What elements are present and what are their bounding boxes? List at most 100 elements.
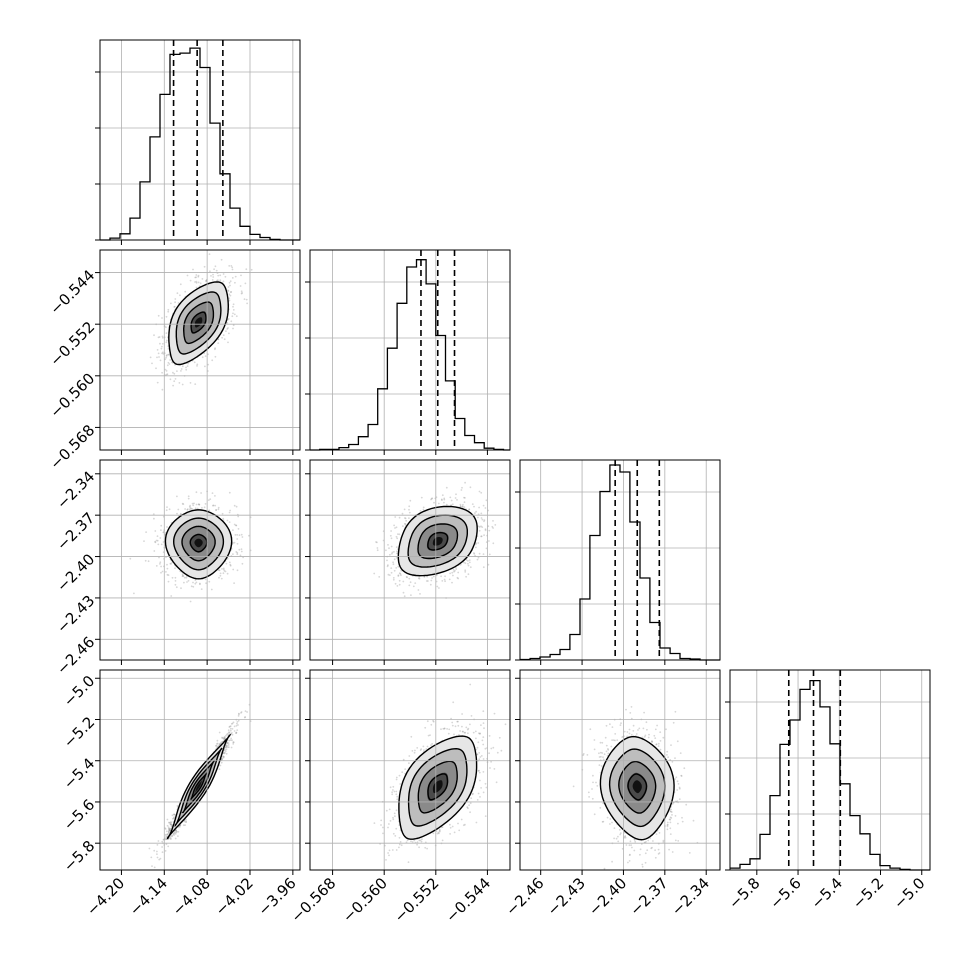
scatter-point <box>397 575 400 577</box>
scatter-point <box>155 539 158 542</box>
scatter-point <box>189 382 192 384</box>
scatter-point <box>406 839 409 842</box>
scatter-point <box>454 569 456 572</box>
scatter-point <box>454 497 457 499</box>
scatter-point <box>669 833 672 835</box>
scatter-point <box>482 553 485 555</box>
scatter-point <box>631 846 633 849</box>
scatter-point <box>170 823 173 826</box>
scatter-point <box>489 767 491 769</box>
scatter-point <box>388 823 390 825</box>
scatter-point <box>459 563 462 566</box>
scatter-point <box>435 574 438 577</box>
scatter-point <box>465 726 468 729</box>
histogram-step-line <box>310 259 510 451</box>
scatter-point <box>225 330 227 332</box>
scatter-point <box>165 509 168 512</box>
scatter-point <box>460 818 463 821</box>
density-panel <box>373 481 497 599</box>
scatter-point <box>591 788 593 790</box>
scatter-point <box>223 738 226 740</box>
scatter-point <box>422 506 425 509</box>
scatter-point <box>246 302 249 305</box>
scatter-point <box>228 281 231 284</box>
panel-frame <box>99 669 301 871</box>
scatter-point <box>164 833 167 836</box>
scatter-point <box>395 849 398 851</box>
scatter-point <box>191 508 194 510</box>
scatter-point <box>469 723 471 726</box>
scatter-point <box>393 524 395 527</box>
scatter-point <box>480 755 483 757</box>
contour-line <box>627 773 648 801</box>
scatter-point <box>217 274 220 277</box>
scatter-point <box>133 592 135 595</box>
scatter-point <box>676 740 679 743</box>
scatter-point <box>387 573 390 576</box>
density-fill <box>194 780 203 793</box>
scatter-point <box>396 798 399 801</box>
scatter-point <box>232 721 235 724</box>
scatter-point <box>158 858 161 861</box>
scatter-point <box>655 743 658 746</box>
scatter-point <box>481 526 484 528</box>
scatter-point <box>178 826 181 828</box>
scatter-point <box>431 742 434 745</box>
scatter-point <box>190 507 193 510</box>
scatter-point <box>382 832 384 835</box>
scatter-point <box>212 504 215 507</box>
scatter-point <box>468 508 471 511</box>
scatter-point <box>463 561 465 564</box>
scatter-point <box>671 803 674 805</box>
scatter-point <box>184 824 187 826</box>
scatter-point <box>400 569 403 572</box>
scatter-point <box>477 769 480 772</box>
scatter-point <box>465 575 467 578</box>
y-tick-label: −0.552 <box>46 318 98 370</box>
scatter-point <box>224 749 226 751</box>
scatter-point <box>666 823 669 826</box>
scatter-point <box>217 279 219 282</box>
scatter-point <box>641 736 644 739</box>
scatter-point <box>677 822 679 825</box>
scatter-point <box>204 503 207 505</box>
scatter-point <box>468 561 471 564</box>
scatter-point <box>469 566 472 569</box>
scatter-point <box>392 577 395 579</box>
scatter-point <box>189 279 192 282</box>
scatter-point <box>488 540 490 542</box>
scatter-point <box>440 498 443 501</box>
scatter-point <box>438 830 441 833</box>
scatter-point <box>612 739 615 741</box>
scatter-point <box>214 355 217 358</box>
panel-grid <box>310 460 510 660</box>
scatter-point <box>475 546 477 549</box>
scatter-point <box>644 852 647 855</box>
scatter-point <box>607 752 610 755</box>
scatter-point <box>638 727 641 730</box>
scatter-point <box>418 839 421 842</box>
scatter-point <box>376 541 378 544</box>
scatter-point <box>226 742 229 744</box>
scatter-point <box>167 827 170 830</box>
scatter-point <box>685 803 688 806</box>
panel-grid <box>520 670 720 870</box>
scatter-point <box>160 543 163 546</box>
scatter-point <box>187 579 190 582</box>
scatter-point <box>487 563 490 566</box>
scatter-point <box>165 354 168 356</box>
scatter-point <box>656 724 658 727</box>
scatter-point <box>492 527 494 529</box>
scatter-point <box>443 727 446 730</box>
scatter-point <box>192 585 195 588</box>
scatter-point <box>229 509 232 512</box>
scatter-point <box>645 840 647 843</box>
scatter-point <box>688 852 691 854</box>
scatter-point <box>231 722 234 725</box>
scatter-point <box>484 747 487 750</box>
scatter-point <box>392 816 394 819</box>
scatter-point <box>602 756 604 759</box>
scatter-point <box>203 265 206 268</box>
scatter-point <box>669 816 672 819</box>
scatter-point <box>217 569 220 571</box>
